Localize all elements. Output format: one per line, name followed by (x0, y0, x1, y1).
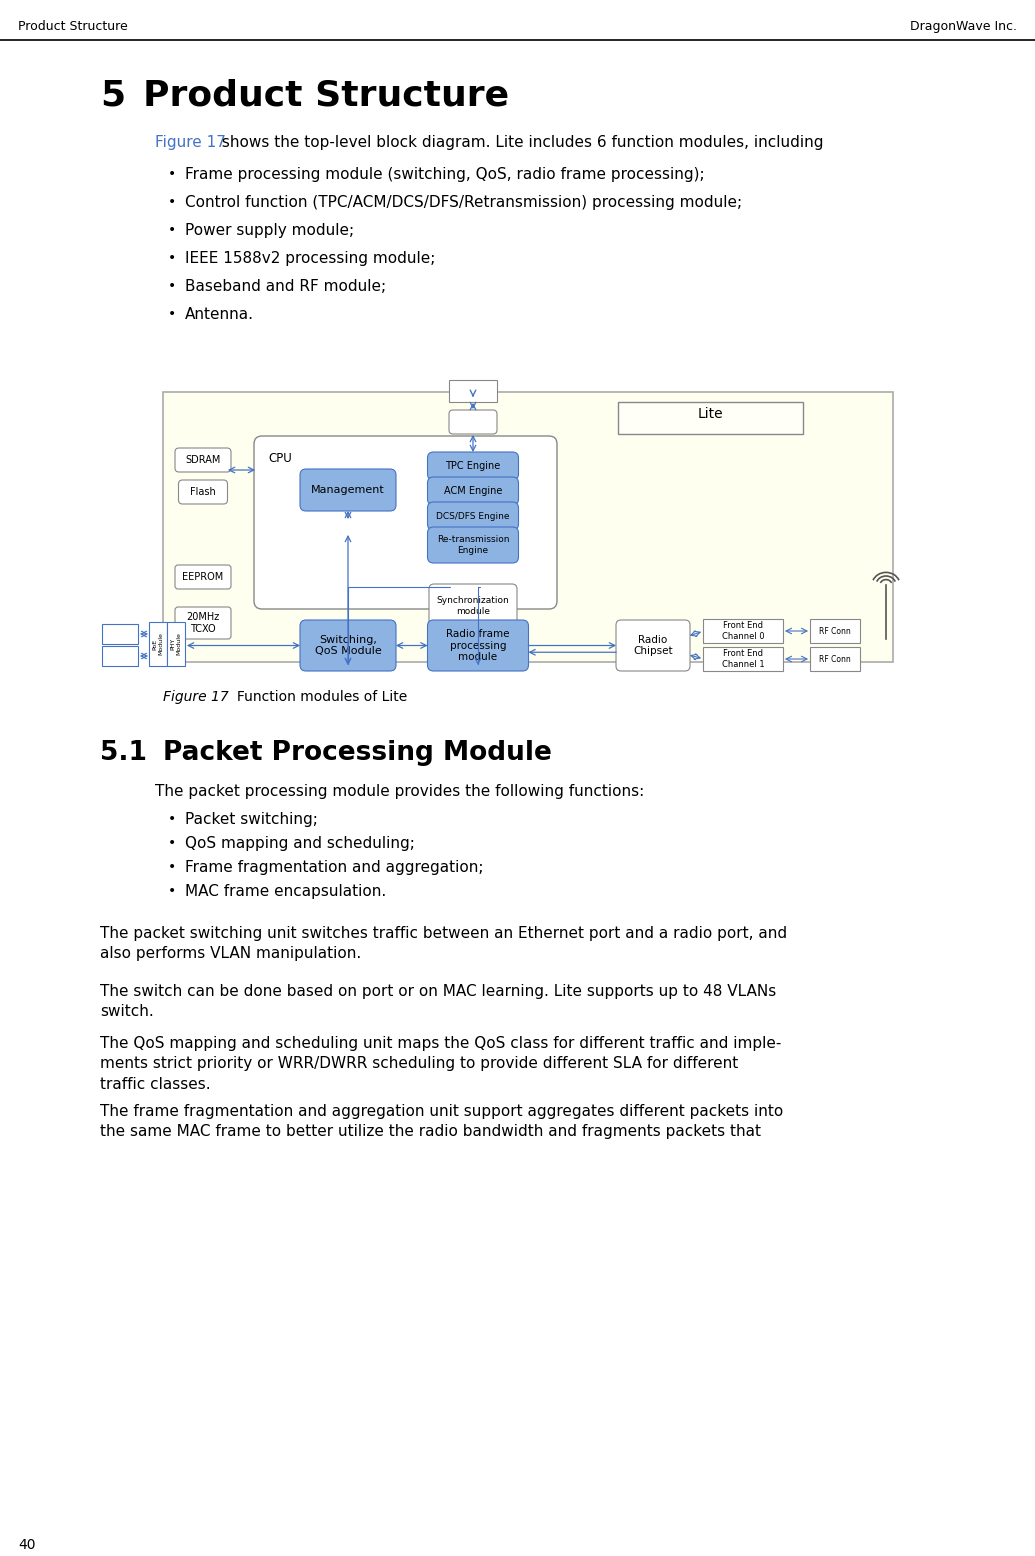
Text: •: • (168, 223, 176, 237)
Text: EEPROM: EEPROM (182, 573, 224, 582)
Text: TPC Engine: TPC Engine (445, 461, 501, 471)
FancyBboxPatch shape (178, 479, 228, 504)
Text: Product Structure: Product Structure (143, 78, 509, 112)
Text: •: • (168, 860, 176, 874)
Text: •: • (168, 251, 176, 265)
Text: •: • (168, 812, 176, 826)
Text: Control function (TPC/ACM/DCS/DFS/Retransmission) processing module;: Control function (TPC/ACM/DCS/DFS/Retran… (185, 194, 742, 210)
Text: shows the top-level block diagram. Lite includes 6 function modules, including: shows the top-level block diagram. Lite … (217, 135, 824, 149)
FancyBboxPatch shape (810, 619, 860, 643)
Text: Flash: Flash (190, 487, 216, 496)
Text: •: • (168, 194, 176, 209)
Text: IEEE 1588v2 processing module;: IEEE 1588v2 processing module; (185, 251, 436, 266)
Text: Frame fragmentation and aggregation;: Frame fragmentation and aggregation; (185, 860, 483, 874)
FancyBboxPatch shape (102, 624, 138, 644)
FancyBboxPatch shape (102, 646, 138, 666)
Text: Front End
Channel 1: Front End Channel 1 (721, 649, 764, 669)
Text: SDRAM: SDRAM (185, 454, 220, 465)
FancyBboxPatch shape (427, 527, 519, 563)
Text: 20MHz
TCXO: 20MHz TCXO (186, 612, 219, 633)
Text: Radio frame
processing
module: Radio frame processing module (446, 629, 510, 663)
Text: DAC: DAC (463, 417, 483, 426)
Text: RF Conn: RF Conn (819, 655, 851, 663)
Text: 5.1: 5.1 (100, 741, 147, 766)
Text: •: • (168, 166, 176, 180)
FancyBboxPatch shape (427, 619, 529, 671)
Text: The packet switching unit switches traffic between an Ethernet port and a radio : The packet switching unit switches traff… (100, 926, 788, 962)
FancyBboxPatch shape (300, 468, 396, 510)
Text: DragonWave Inc.: DragonWave Inc. (910, 20, 1017, 33)
Text: Figure 17: Figure 17 (155, 135, 226, 149)
Text: Product Structure: Product Structure (18, 20, 127, 33)
Text: 5: 5 (100, 78, 125, 112)
Text: PHY
Module: PHY Module (171, 633, 181, 655)
FancyBboxPatch shape (149, 622, 167, 666)
Text: MAC frame encapsulation.: MAC frame encapsulation. (185, 884, 386, 899)
Text: RJ45: RJ45 (110, 630, 130, 638)
Text: RSSI: RSSI (462, 386, 484, 395)
Text: Switching,
QoS Module: Switching, QoS Module (315, 635, 381, 657)
FancyBboxPatch shape (167, 622, 185, 666)
FancyBboxPatch shape (162, 392, 893, 661)
FancyBboxPatch shape (300, 619, 396, 671)
Text: Packet switching;: Packet switching; (185, 812, 318, 826)
Text: Management: Management (312, 485, 385, 495)
Text: The packet processing module provides the following functions:: The packet processing module provides th… (155, 784, 644, 798)
Text: •: • (168, 836, 176, 850)
Text: Baseband and RF module;: Baseband and RF module; (185, 279, 386, 294)
Text: RF Conn: RF Conn (819, 627, 851, 635)
FancyBboxPatch shape (703, 647, 783, 671)
Text: PoE
Module: PoE Module (152, 633, 164, 655)
Text: Synchronization
module: Synchronization module (437, 596, 509, 616)
Text: CPU: CPU (268, 451, 292, 465)
Text: 40: 40 (18, 1537, 35, 1551)
Text: Front End
Channel 0: Front End Channel 0 (721, 621, 764, 641)
Text: Radio
Chipset: Radio Chipset (633, 635, 673, 657)
FancyBboxPatch shape (449, 380, 497, 401)
Text: Figure 17: Figure 17 (162, 689, 229, 703)
Text: Re-transmission
Engine: Re-transmission Engine (437, 535, 509, 554)
Text: Antenna.: Antenna. (185, 307, 254, 322)
Text: •: • (168, 884, 176, 898)
FancyBboxPatch shape (428, 584, 518, 629)
Text: Packet Processing Module: Packet Processing Module (162, 741, 552, 766)
Text: Frame processing module (switching, QoS, radio frame processing);: Frame processing module (switching, QoS,… (185, 166, 705, 182)
Text: The frame fragmentation and aggregation unit support aggregates different packet: The frame fragmentation and aggregation … (100, 1105, 783, 1139)
Text: RJ45: RJ45 (110, 652, 130, 660)
Text: The QoS mapping and scheduling unit maps the QoS class for different traffic and: The QoS mapping and scheduling unit maps… (100, 1036, 781, 1092)
FancyBboxPatch shape (810, 647, 860, 671)
FancyBboxPatch shape (427, 451, 519, 479)
FancyBboxPatch shape (254, 436, 557, 608)
Text: •: • (168, 279, 176, 293)
Text: Lite: Lite (698, 408, 723, 422)
FancyBboxPatch shape (175, 565, 231, 590)
FancyBboxPatch shape (175, 607, 231, 640)
FancyBboxPatch shape (427, 503, 519, 531)
Text: DCS/DFS Engine: DCS/DFS Engine (436, 512, 510, 521)
FancyBboxPatch shape (427, 478, 519, 506)
FancyBboxPatch shape (449, 409, 497, 434)
Text: ACM Engine: ACM Engine (444, 485, 502, 496)
Text: Function modules of Lite: Function modules of Lite (215, 689, 407, 703)
Text: QoS mapping and scheduling;: QoS mapping and scheduling; (185, 836, 415, 851)
FancyBboxPatch shape (703, 619, 783, 643)
FancyBboxPatch shape (616, 619, 690, 671)
FancyBboxPatch shape (618, 401, 803, 434)
Text: Power supply module;: Power supply module; (185, 223, 354, 238)
Text: •: • (168, 307, 176, 321)
Text: The switch can be done based on port or on MAC learning. Lite supports up to 48 : The switch can be done based on port or … (100, 983, 776, 1019)
FancyBboxPatch shape (175, 448, 231, 471)
